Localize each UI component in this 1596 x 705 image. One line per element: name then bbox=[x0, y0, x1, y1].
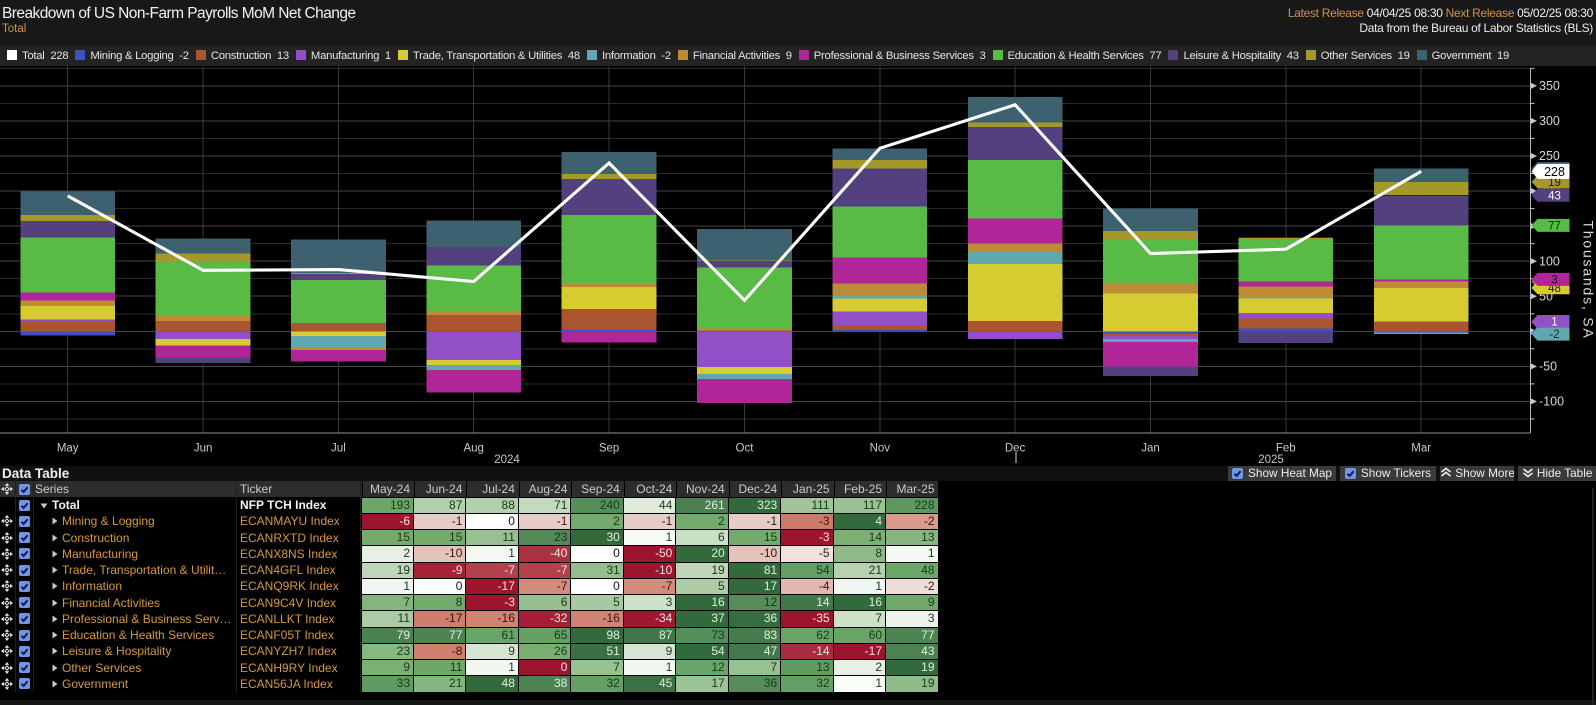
svg-text:228: 228 bbox=[1544, 165, 1565, 179]
svg-text:May: May bbox=[57, 443, 79, 455]
svg-text:Jul: Jul bbox=[331, 443, 346, 455]
svg-text:3: 3 bbox=[1551, 275, 1557, 287]
svg-text:-2: -2 bbox=[1549, 329, 1559, 341]
svg-text:Jun: Jun bbox=[194, 443, 213, 455]
svg-text:100: 100 bbox=[1539, 254, 1560, 268]
svg-text:300: 300 bbox=[1539, 114, 1560, 128]
svg-text:2024: 2024 bbox=[494, 454, 520, 466]
svg-text:Feb: Feb bbox=[1276, 443, 1296, 455]
svg-text:77: 77 bbox=[1548, 221, 1561, 233]
svg-text:1: 1 bbox=[1551, 317, 1557, 329]
svg-text:Oct: Oct bbox=[736, 443, 755, 455]
svg-text:2025: 2025 bbox=[1258, 454, 1284, 466]
svg-text:Aug: Aug bbox=[463, 443, 483, 455]
svg-text:Thousands, SA: Thousands, SA bbox=[1581, 220, 1596, 339]
svg-text:-100: -100 bbox=[1539, 395, 1564, 409]
svg-text:Sep: Sep bbox=[599, 443, 619, 455]
svg-text:Jan: Jan bbox=[1141, 443, 1160, 455]
svg-text:350: 350 bbox=[1539, 79, 1560, 93]
svg-text:Mar: Mar bbox=[1411, 443, 1431, 455]
svg-text:Dec: Dec bbox=[1005, 443, 1026, 455]
svg-text:43: 43 bbox=[1548, 190, 1561, 202]
svg-text:Nov: Nov bbox=[870, 443, 891, 455]
svg-text:48: 48 bbox=[1548, 283, 1561, 295]
svg-text:-50: -50 bbox=[1539, 360, 1557, 374]
svg-text:19: 19 bbox=[1548, 177, 1561, 189]
svg-text:250: 250 bbox=[1539, 149, 1560, 163]
